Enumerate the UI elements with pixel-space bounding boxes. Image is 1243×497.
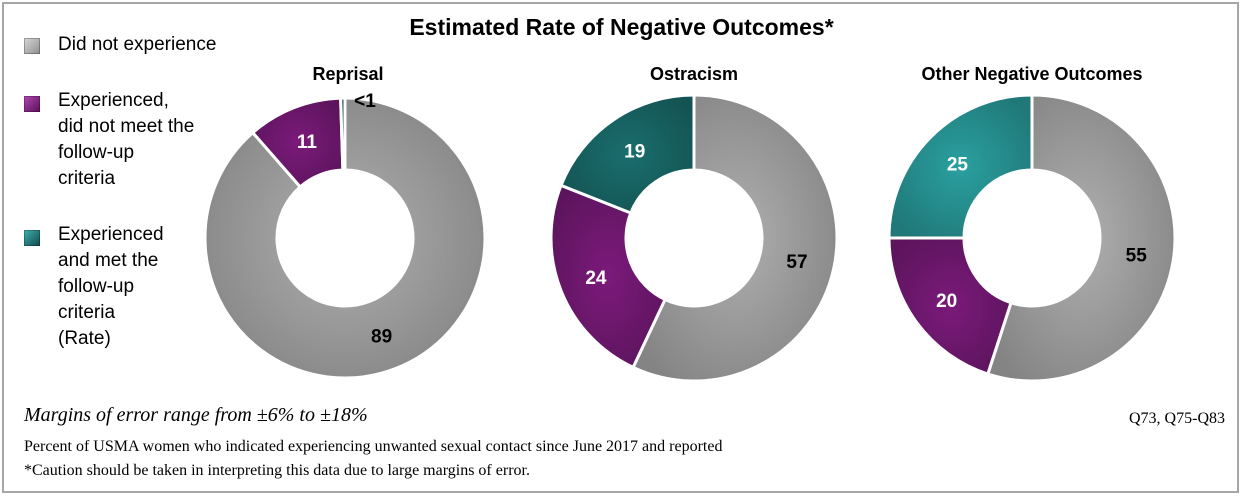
other-data-label-2: 25 [947, 154, 969, 175]
legend-line: criteria [58, 168, 116, 189]
footnote-caution: *Caution should be taken in interpreting… [24, 462, 530, 479]
legend-line: criteria [58, 302, 116, 323]
legend-line: and met the [58, 250, 159, 271]
chart-title: Estimated Rate of Negative Outcomes* [409, 14, 834, 40]
legend-line: did not meet the [58, 116, 195, 137]
legend-swatch-teal [24, 230, 40, 246]
ostracism-slice-0 [631, 93, 839, 383]
footnote-population: Percent of USMA women who indicated expe… [24, 438, 723, 455]
ostracism-slice-1 [549, 183, 668, 370]
reprisal-data-label-1: 11 [297, 132, 318, 153]
reprisal-data-label-0: 89 [371, 326, 392, 347]
chart-subtitle-other: Other Negative Outcomes [921, 64, 1143, 84]
ostracism-data-label-0: 57 [786, 252, 807, 273]
other-data-label-1: 20 [936, 291, 957, 312]
other-slice-2 [887, 93, 1034, 240]
legend-line: (Rate) [58, 328, 111, 349]
reprisal-slice-2 [339, 96, 347, 172]
margin-of-error-note: Margins of error range from ±6% to ±18% [24, 404, 368, 426]
ostracism-data-label-1: 24 [585, 268, 607, 289]
reprisal-data-label-2: <1 [354, 91, 376, 112]
legend-line: follow-up [58, 276, 135, 297]
chart-subtitle-ostracism: Ostracism [649, 64, 739, 84]
legend-label: Experienced, did not meet the follow-up … [58, 88, 228, 192]
legend-label: Experienced and met the follow-up criter… [58, 222, 228, 352]
legend-line: Experienced [58, 224, 164, 245]
other-slice-0 [985, 93, 1177, 383]
chart-subtitle-reprisal: Reprisal [312, 64, 384, 84]
ostracism-data-label-2: 19 [624, 142, 645, 163]
legend-swatch-gray [24, 38, 40, 54]
question-reference: Q73, Q75-Q83 [1129, 410, 1225, 427]
legend-swatch-purple [24, 96, 40, 112]
reprisal-slice-0 [203, 96, 487, 380]
legend-label: Did not experience [58, 32, 228, 58]
legend-line: follow-up [58, 142, 135, 163]
legend-line: Did not experience [58, 34, 217, 55]
other-slice-1 [887, 236, 1013, 376]
legend-line: Experienced, [58, 90, 169, 111]
other-data-label-0: 55 [1126, 246, 1148, 267]
ostracism-slice-2 [559, 93, 696, 215]
